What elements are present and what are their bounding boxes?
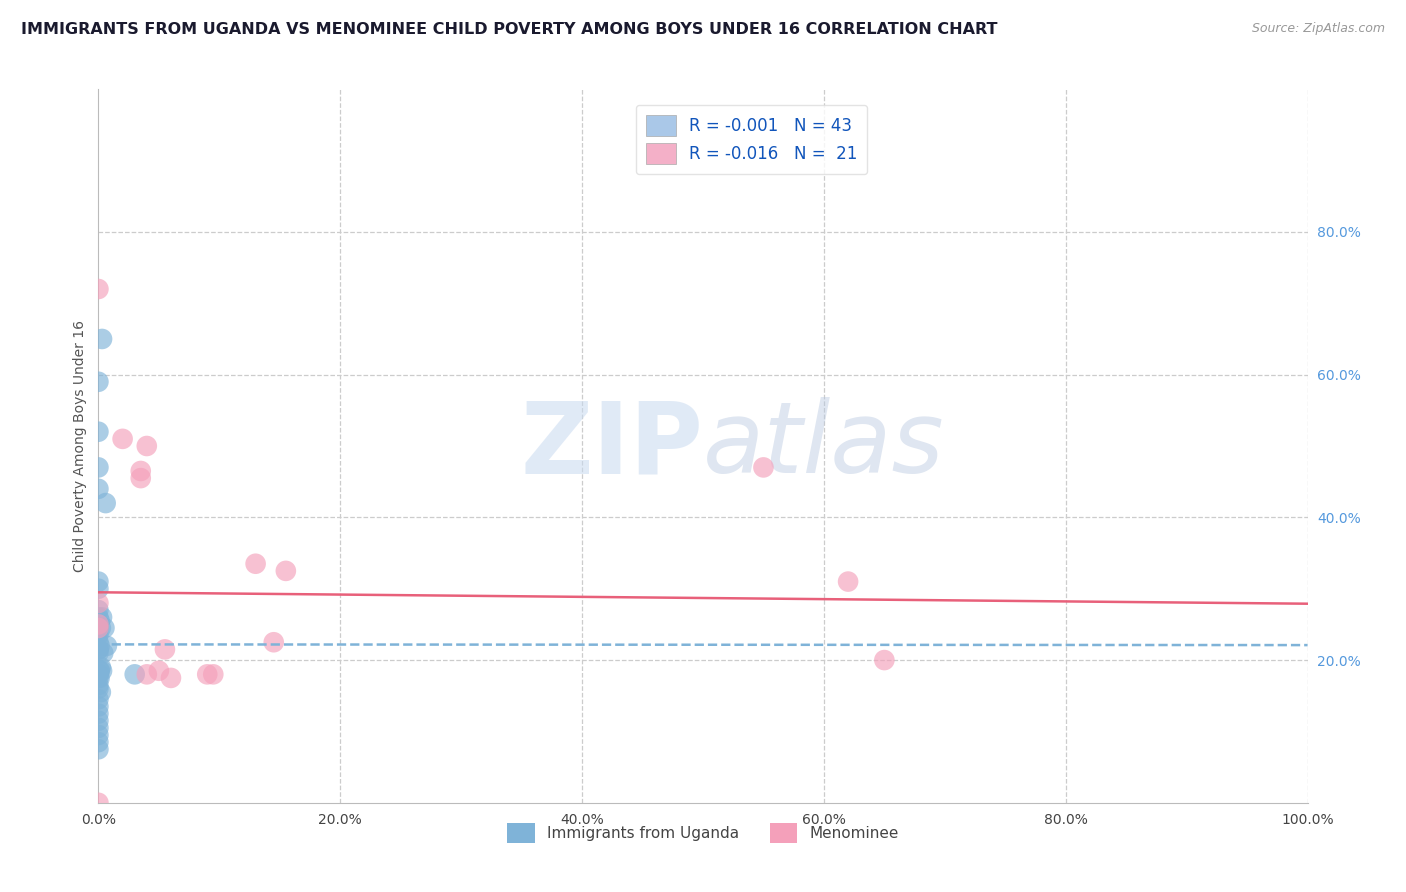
Point [96,639,118,653]
Text: ZIP: ZIP [520,398,703,494]
Point [87,603,110,617]
Point [87,596,110,610]
Point [160,671,183,685]
Point [135,439,157,453]
Point [89,614,111,628]
Point [87,617,110,632]
Point [87,635,110,649]
Point [129,464,152,478]
Point [87,582,110,596]
Point [89,664,111,678]
Point [87,621,110,635]
Point [263,635,285,649]
Point [87,742,110,756]
Text: atlas: atlas [703,398,945,494]
Point [91,646,114,660]
Point [87,646,110,660]
Point [91,332,114,346]
Point [87,642,110,657]
Point [135,667,157,681]
Point [195,667,218,681]
Point [90,685,112,699]
Point [87,610,110,624]
Point [202,667,225,681]
Point [837,574,859,589]
Y-axis label: Child Poverty Among Boys Under 16: Child Poverty Among Boys Under 16 [73,320,87,572]
Point [87,699,110,714]
Point [93,621,115,635]
Point [873,653,896,667]
Point [111,432,134,446]
Point [87,460,110,475]
Point [87,714,110,728]
Point [91,610,114,624]
Text: Source: ZipAtlas.com: Source: ZipAtlas.com [1251,22,1385,36]
Point [87,482,110,496]
Point [87,681,110,696]
Point [124,667,146,681]
Point [752,460,775,475]
Point [91,664,114,678]
Point [245,557,267,571]
Point [89,671,111,685]
Point [87,574,110,589]
Text: IMMIGRANTS FROM UGANDA VS MENOMINEE CHILD POVERTY AMONG BOYS UNDER 16 CORRELATIO: IMMIGRANTS FROM UGANDA VS MENOMINEE CHIL… [21,22,998,37]
Point [87,621,110,635]
Point [87,721,110,735]
Point [274,564,297,578]
Point [87,671,110,685]
Point [90,621,112,635]
Point [153,642,176,657]
Point [87,621,110,635]
Point [87,628,110,642]
Point [148,664,170,678]
Legend: Immigrants from Uganda, Menominee: Immigrants from Uganda, Menominee [501,817,905,848]
Point [87,667,110,681]
Point [87,706,110,721]
Point [87,735,110,749]
Point [87,692,110,706]
Point [90,660,112,674]
Point [129,471,152,485]
Point [89,664,111,678]
Point [87,375,110,389]
Point [87,796,110,810]
Point [87,282,110,296]
Point [87,642,110,657]
Point [94,496,117,510]
Point [87,728,110,742]
Point [87,678,110,692]
Point [87,425,110,439]
Point [89,639,111,653]
